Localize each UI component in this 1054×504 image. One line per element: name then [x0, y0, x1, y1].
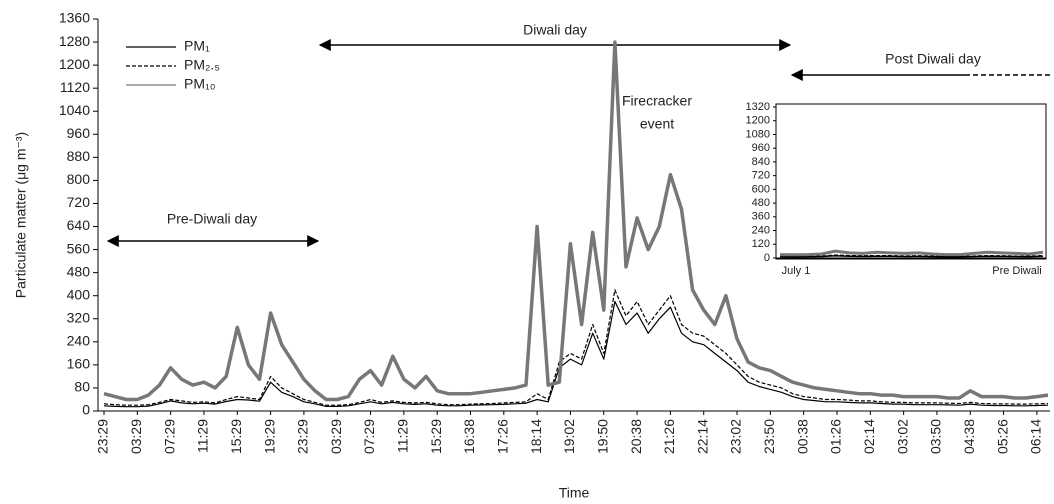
y-tick-label: 320	[67, 309, 91, 325]
y-tick-label: 80	[74, 379, 90, 395]
x-tick-label: July 1	[782, 265, 811, 277]
y-tick-label: 1320	[746, 101, 770, 113]
y-tick-label: 960	[67, 125, 91, 141]
legend-label: PM₁	[184, 38, 210, 54]
x-axis-label: Time	[559, 485, 590, 501]
x-tick-label: 19:50	[594, 419, 610, 454]
y-tick-label: 1200	[746, 115, 770, 127]
x-tick-label: 23:29	[95, 419, 111, 454]
x-tick-label: Pre Diwali	[992, 265, 1042, 277]
y-tick-label: 960	[752, 142, 770, 154]
y-tick-label: 600	[752, 183, 770, 195]
x-tick-label: 23:02	[728, 419, 744, 454]
inset-frame	[775, 103, 1047, 260]
x-tick-label: 23:50	[761, 419, 777, 454]
x-tick-label: 03:29	[328, 419, 344, 454]
y-tick-label: 1280	[59, 33, 90, 49]
x-tick-label: 18:14	[528, 419, 544, 454]
x-tick-label: 15:29	[428, 419, 444, 454]
annotation: Diwali day	[523, 22, 587, 38]
y-tick-label: 880	[67, 148, 91, 164]
annotation: Post Diwali day	[885, 51, 981, 67]
x-tick-label: 11:29	[395, 419, 411, 453]
series-line	[779, 254, 1044, 258]
x-tick-label: 04:38	[961, 419, 977, 454]
y-tick-label: 360	[752, 211, 770, 223]
y-tick-label: 840	[752, 156, 770, 168]
x-tick-label: 11:29	[195, 419, 211, 453]
y-tick-label: 0	[764, 252, 770, 264]
x-tick-label: 15:29	[228, 419, 244, 454]
x-tick-label: 19:29	[261, 419, 277, 454]
x-tick-label: 01:26	[828, 419, 844, 454]
x-tick-label: 19:02	[561, 419, 577, 454]
y-tick-label: 640	[67, 217, 91, 233]
legend-label: PM₁₀	[184, 76, 216, 92]
x-tick-label: 00:38	[794, 419, 810, 454]
x-tick-label: 03:50	[928, 419, 944, 454]
y-tick-label: 240	[752, 224, 770, 236]
series-line	[103, 40, 1049, 402]
y-tick-label: 1200	[59, 56, 90, 72]
y-axis-label: Particulate matter (μg m⁻³)	[13, 132, 29, 298]
x-tick-label: 03:29	[128, 419, 144, 454]
x-tick-label: 03:02	[894, 419, 910, 454]
y-tick-label: 480	[67, 263, 91, 279]
x-tick-label: 16:38	[461, 419, 477, 454]
x-tick-label: 06:14	[1028, 419, 1044, 454]
x-tick-label: 22:14	[694, 419, 710, 454]
annotation: event	[640, 116, 674, 132]
x-tick-label: 05:26	[994, 419, 1010, 454]
x-tick-label: 02:14	[861, 419, 877, 454]
y-tick-label: 720	[67, 194, 91, 210]
y-tick-label: 1080	[746, 128, 770, 140]
x-tick-label: 21:26	[661, 419, 677, 454]
y-tick-label: 800	[67, 171, 91, 187]
series-line	[779, 249, 1044, 257]
series-line	[103, 300, 1049, 408]
y-tick-label: 560	[67, 240, 91, 256]
y-tick-label: 240	[67, 333, 91, 349]
x-tick-label: 07:29	[361, 419, 377, 454]
y-tick-label: 0	[82, 402, 90, 418]
y-tick-label: 720	[752, 170, 770, 182]
y-tick-label: 120	[752, 238, 770, 250]
x-tick-label: 17:26	[495, 419, 511, 454]
x-tick-label: 23:29	[295, 419, 311, 454]
series-line	[103, 289, 1049, 406]
x-tick-label: 07:29	[161, 419, 177, 454]
y-tick-label: 160	[67, 356, 91, 372]
y-tick-label: 400	[67, 286, 91, 302]
y-tick-label: 480	[752, 197, 770, 209]
x-tick-label: 20:38	[628, 419, 644, 454]
legend-label: PM₂.₅	[184, 57, 220, 73]
annotation: Firecracker	[622, 93, 692, 109]
annotation: Pre-Diwali day	[167, 211, 257, 227]
y-tick-label: 1040	[59, 102, 90, 118]
y-tick-label: 1120	[60, 79, 90, 95]
y-tick-label: 1360	[59, 10, 90, 26]
